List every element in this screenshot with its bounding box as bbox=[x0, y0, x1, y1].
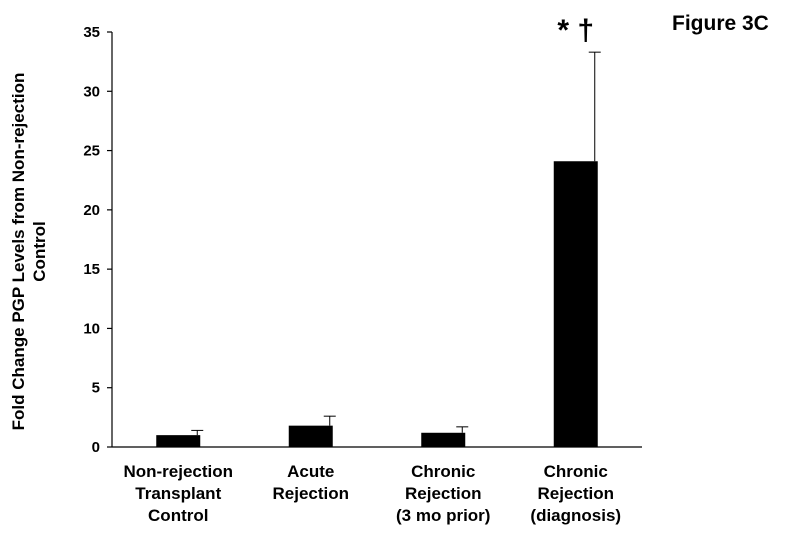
category-label: (diagnosis) bbox=[530, 506, 621, 525]
y-tick-label: 15 bbox=[83, 261, 100, 278]
bar bbox=[288, 425, 333, 447]
category-label: Control bbox=[148, 506, 208, 525]
annotations: * † bbox=[557, 14, 594, 47]
y-tick-label: 30 bbox=[83, 83, 100, 100]
bar bbox=[421, 432, 466, 447]
category-label: Chronic bbox=[544, 462, 608, 481]
category-label: Acute bbox=[287, 462, 334, 481]
bars bbox=[156, 161, 598, 447]
category-label: Rejection bbox=[405, 484, 482, 503]
y-tick-label: 5 bbox=[92, 380, 100, 397]
category-label: Transplant bbox=[135, 484, 221, 503]
error-bars bbox=[191, 51, 601, 436]
y-tick-label: 35 bbox=[83, 24, 100, 41]
category-label: Rejection bbox=[537, 484, 614, 503]
category-label: Rejection bbox=[272, 484, 349, 503]
y-axis-title-line-1: Fold Change PGP Levels from Non-rejectio… bbox=[9, 73, 28, 431]
figure-label: Figure 3C bbox=[672, 12, 769, 35]
bar bbox=[156, 435, 201, 447]
category-label: (3 mo prior) bbox=[396, 506, 490, 525]
significance-annotation: * † bbox=[557, 14, 594, 47]
y-axis-title: Fold Change PGP Levels from Non-rejectio… bbox=[9, 73, 49, 431]
category-label: Chronic bbox=[411, 462, 475, 481]
y-tick-label: 0 bbox=[92, 439, 100, 456]
category-label: Non-rejection bbox=[123, 462, 233, 481]
y-axis-title-line-2: Control bbox=[30, 221, 49, 281]
y-tick-label: 10 bbox=[83, 320, 100, 337]
y-axis-ticks: 0 5 10 15 20 25 30 35 bbox=[83, 24, 112, 456]
y-tick-label: 25 bbox=[83, 143, 100, 160]
y-tick-label: 20 bbox=[83, 202, 100, 219]
category-labels: Non-rejection Transplant Control Acute Rejec… bbox=[123, 462, 621, 525]
bar bbox=[553, 161, 598, 447]
